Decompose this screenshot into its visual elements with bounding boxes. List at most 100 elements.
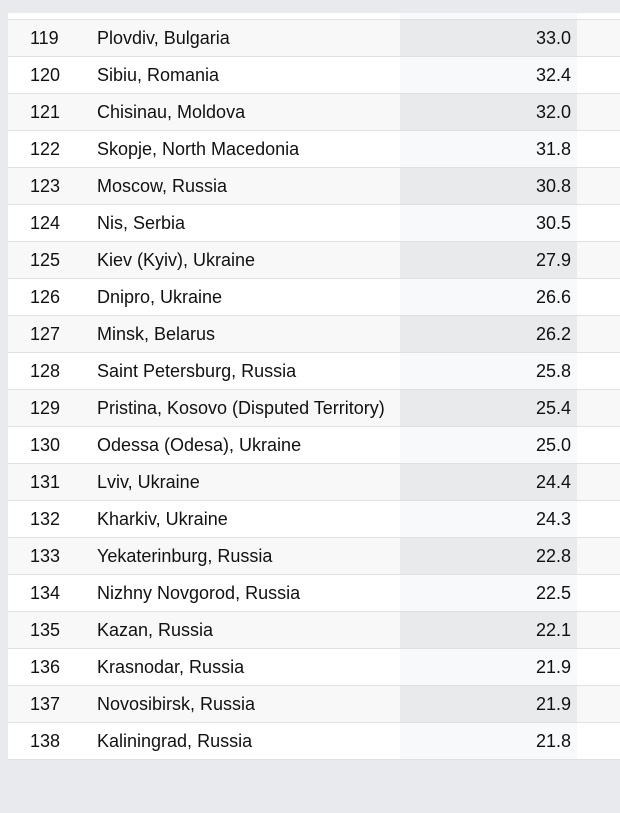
rank-cell: 123 — [8, 167, 85, 205]
city-cell: Pristina, Kosovo (Disputed Territory) — [85, 389, 400, 427]
city-cell: Minsk, Belarus — [85, 315, 400, 353]
spacer-cell — [577, 278, 620, 316]
value-cell: 32.0 — [400, 93, 577, 131]
partial-row-left-cells — [8, 13, 400, 19]
partial-row-above — [8, 13, 620, 19]
table-row: 132 Kharkiv, Ukraine 24.3 — [8, 500, 620, 538]
rank-cell: 126 — [8, 278, 85, 316]
value-cell: 30.8 — [400, 167, 577, 205]
city-rankings-table: 119 Plovdiv, Bulgaria 33.0 120 Sibiu, Romani… — [8, 19, 620, 760]
spacer-cell — [577, 685, 620, 723]
table-row: 138 Kaliningrad, Russia 21.8 — [8, 722, 620, 760]
rank-cell: 122 — [8, 130, 85, 168]
rankings-table-area: 119 Plovdiv, Bulgaria 33.0 120 Sibiu, Romani… — [8, 13, 620, 760]
spacer-cell — [577, 537, 620, 575]
spacer-cell — [577, 204, 620, 242]
value-cell: 30.5 — [400, 204, 577, 242]
rankings-table-body: 119 Plovdiv, Bulgaria 33.0 120 Sibiu, Romani… — [8, 19, 620, 760]
city-cell: Nis, Serbia — [85, 204, 400, 242]
city-cell: Moscow, Russia — [85, 167, 400, 205]
value-cell: 25.8 — [400, 352, 577, 390]
rank-cell: 137 — [8, 685, 85, 723]
value-cell: 26.2 — [400, 315, 577, 353]
table-row: 128 Saint Petersburg, Russia 25.8 — [8, 352, 620, 390]
table-row: 119 Plovdiv, Bulgaria 33.0 — [8, 19, 620, 57]
table-row: 125 Kiev (Kyiv), Ukraine 27.9 — [8, 241, 620, 279]
table-row: 120 Sibiu, Romania 32.4 — [8, 56, 620, 94]
spacer-cell — [577, 722, 620, 760]
spacer-cell — [577, 315, 620, 353]
rank-cell: 124 — [8, 204, 85, 242]
rank-cell: 130 — [8, 426, 85, 464]
spacer-cell — [577, 93, 620, 131]
page: { "colors": { "page_bg": "#e8eaed", "row… — [0, 13, 620, 813]
value-cell: 25.4 — [400, 389, 577, 427]
value-cell: 32.4 — [400, 56, 577, 94]
spacer-cell — [577, 389, 620, 427]
city-cell: Plovdiv, Bulgaria — [85, 19, 400, 57]
city-cell: Novosibirsk, Russia — [85, 685, 400, 723]
value-cell: 22.1 — [400, 611, 577, 649]
city-cell: Kiev (Kyiv), Ukraine — [85, 241, 400, 279]
partial-row-spacer-cell — [577, 13, 620, 19]
spacer-cell — [577, 463, 620, 501]
city-cell: Krasnodar, Russia — [85, 648, 400, 686]
city-cell: Saint Petersburg, Russia — [85, 352, 400, 390]
rank-cell: 120 — [8, 56, 85, 94]
spacer-cell — [577, 648, 620, 686]
table-row: 131 Lviv, Ukraine 24.4 — [8, 463, 620, 501]
city-cell: Chisinau, Moldova — [85, 93, 400, 131]
table-row: 127 Minsk, Belarus 26.2 — [8, 315, 620, 353]
city-cell: Kaliningrad, Russia — [85, 722, 400, 760]
city-cell: Nizhny Novgorod, Russia — [85, 574, 400, 612]
city-cell: Lviv, Ukraine — [85, 463, 400, 501]
value-cell: 24.4 — [400, 463, 577, 501]
spacer-cell — [577, 574, 620, 612]
rank-cell: 136 — [8, 648, 85, 686]
table-row: 122 Skopje, North Macedonia 31.8 — [8, 130, 620, 168]
rank-cell: 132 — [8, 500, 85, 538]
partial-row-value-cell — [400, 13, 577, 19]
spacer-cell — [577, 130, 620, 168]
table-row: 130 Odessa (Odesa), Ukraine 25.0 — [8, 426, 620, 464]
rank-cell: 133 — [8, 537, 85, 575]
spacer-cell — [577, 426, 620, 464]
table-row: 126 Dnipro, Ukraine 26.6 — [8, 278, 620, 316]
rank-cell: 129 — [8, 389, 85, 427]
value-cell: 25.0 — [400, 426, 577, 464]
value-cell: 21.9 — [400, 685, 577, 723]
value-cell: 31.8 — [400, 130, 577, 168]
table-row: 121 Chisinau, Moldova 32.0 — [8, 93, 620, 131]
table-row: 129 Pristina, Kosovo (Disputed Territory)… — [8, 389, 620, 427]
value-cell: 22.5 — [400, 574, 577, 612]
value-cell: 27.9 — [400, 241, 577, 279]
table-row: 124 Nis, Serbia 30.5 — [8, 204, 620, 242]
value-cell: 33.0 — [400, 19, 577, 57]
rank-cell: 134 — [8, 574, 85, 612]
rank-cell: 135 — [8, 611, 85, 649]
city-cell: Kazan, Russia — [85, 611, 400, 649]
value-cell: 21.8 — [400, 722, 577, 760]
table-row: 133 Yekaterinburg, Russia 22.8 — [8, 537, 620, 575]
spacer-cell — [577, 500, 620, 538]
city-cell: Odessa (Odesa), Ukraine — [85, 426, 400, 464]
table-row: 135 Kazan, Russia 22.1 — [8, 611, 620, 649]
value-cell: 24.3 — [400, 500, 577, 538]
table-row: 137 Novosibirsk, Russia 21.9 — [8, 685, 620, 723]
rank-cell: 131 — [8, 463, 85, 501]
city-cell: Dnipro, Ukraine — [85, 278, 400, 316]
rank-cell: 127 — [8, 315, 85, 353]
rank-cell: 119 — [8, 19, 85, 57]
rank-cell: 138 — [8, 722, 85, 760]
table-row: 136 Krasnodar, Russia 21.9 — [8, 648, 620, 686]
value-cell: 21.9 — [400, 648, 577, 686]
table-row: 123 Moscow, Russia 30.8 — [8, 167, 620, 205]
spacer-cell — [577, 19, 620, 57]
city-cell: Kharkiv, Ukraine — [85, 500, 400, 538]
spacer-cell — [577, 56, 620, 94]
city-cell: Sibiu, Romania — [85, 56, 400, 94]
rank-cell: 121 — [8, 93, 85, 131]
spacer-cell — [577, 611, 620, 649]
spacer-cell — [577, 352, 620, 390]
table-row: 134 Nizhny Novgorod, Russia 22.5 — [8, 574, 620, 612]
